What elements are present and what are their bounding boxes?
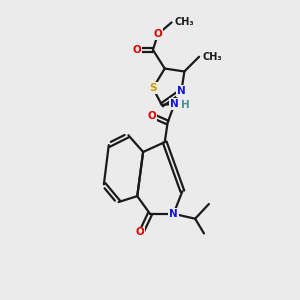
Text: O: O <box>136 227 145 237</box>
Text: O: O <box>133 45 142 55</box>
Text: N: N <box>169 209 178 219</box>
Text: CH₃: CH₃ <box>175 17 194 27</box>
Text: N: N <box>177 86 186 96</box>
Text: H: H <box>182 100 190 110</box>
Text: O: O <box>154 29 162 39</box>
Text: O: O <box>148 111 156 121</box>
Text: CH₃: CH₃ <box>202 52 222 62</box>
Text: S: S <box>149 83 157 93</box>
Text: N: N <box>170 99 179 109</box>
